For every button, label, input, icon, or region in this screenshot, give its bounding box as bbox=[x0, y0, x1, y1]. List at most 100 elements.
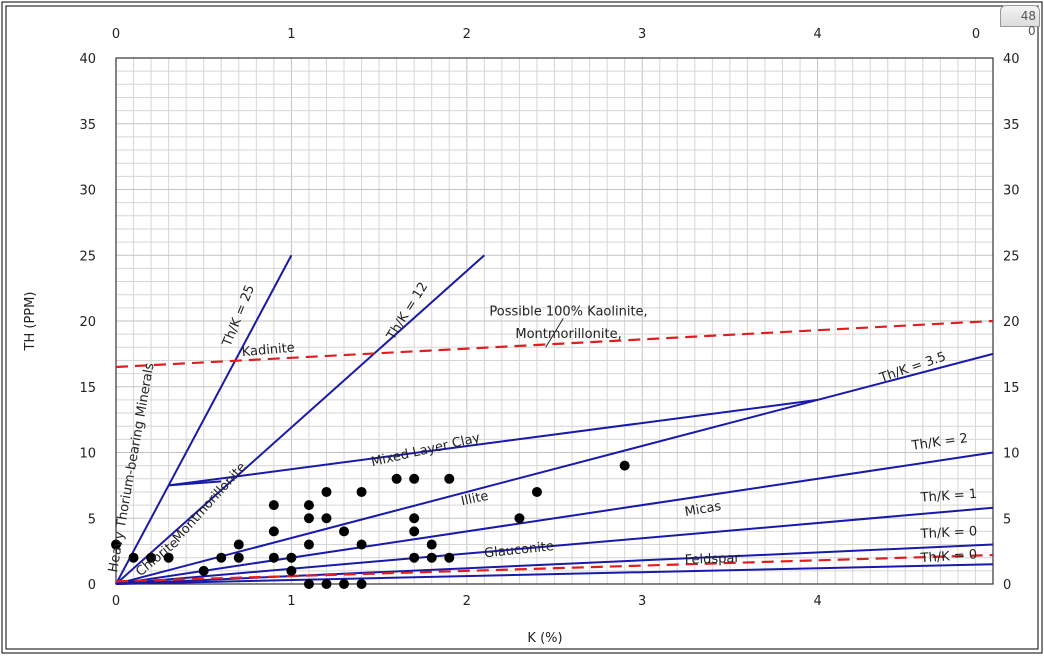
y-tick-label: 25 bbox=[79, 249, 96, 264]
mixed-layer-upper-line bbox=[168, 398, 818, 487]
corner-sub-value: 0 bbox=[1028, 24, 1036, 38]
data-point bbox=[339, 526, 350, 537]
data-point bbox=[321, 513, 332, 524]
y-tick-label: 35 bbox=[79, 118, 96, 133]
th-k-0-a-line bbox=[115, 543, 994, 585]
label-glauconite: Glauconite bbox=[483, 539, 554, 561]
inner-border bbox=[5, 5, 1039, 650]
right-tick-label: 5 bbox=[1003, 512, 1011, 527]
y-tick-label: 0 bbox=[88, 578, 96, 593]
kaolinite-threshold-line bbox=[115, 319, 994, 369]
th-k-2-line bbox=[115, 451, 994, 585]
data-point bbox=[339, 579, 350, 589]
label-feldspar: Feldspar bbox=[685, 551, 741, 568]
top-tick-label: 4 bbox=[813, 27, 821, 42]
data-point bbox=[111, 539, 121, 550]
label-illite: Illite bbox=[460, 489, 490, 509]
label-heavy-thorium: Heavy Thorium-bearing Minerals bbox=[106, 362, 158, 574]
th-k-3-5-line bbox=[115, 352, 994, 585]
data-point bbox=[356, 486, 367, 497]
label-th-k-2: Th/K = 2 bbox=[910, 431, 969, 454]
top-tick-label: 0 bbox=[112, 27, 120, 42]
top-tick-label: 0 bbox=[972, 27, 980, 42]
x-axis-title: K (%) bbox=[527, 631, 562, 646]
data-point bbox=[356, 579, 367, 589]
mixed-layer-lower-line bbox=[168, 480, 222, 487]
y-tick-label: 40 bbox=[79, 52, 96, 67]
data-point bbox=[286, 552, 297, 563]
data-point bbox=[216, 552, 227, 563]
y-axis-title: TH (PPM) bbox=[23, 292, 38, 352]
x-tick-label: 0 bbox=[112, 594, 120, 609]
label-micas: Micas bbox=[684, 499, 723, 520]
x-tick-label: 1 bbox=[287, 594, 295, 609]
top-tick-label: 2 bbox=[463, 27, 471, 42]
x-tick-label: 2 bbox=[463, 594, 471, 609]
label-th-k-1: Th/K = 1 bbox=[919, 487, 977, 506]
data-point bbox=[198, 565, 209, 576]
data-point bbox=[128, 552, 139, 563]
data-point bbox=[268, 552, 279, 563]
label-possible-kaolinite: Possible 100% Kaolinite, bbox=[489, 305, 647, 320]
data-point bbox=[531, 486, 542, 497]
data-point bbox=[303, 513, 314, 524]
th-k-0-b-line bbox=[115, 563, 994, 585]
y-tick-label: 30 bbox=[79, 184, 96, 199]
label-montmorillonite-top: Montmorillonite, bbox=[515, 327, 621, 342]
label-kaolinite: Kadinite bbox=[241, 341, 295, 361]
th-k-12-line bbox=[115, 254, 486, 585]
data-point bbox=[321, 486, 332, 497]
ratio-lines bbox=[115, 254, 994, 585]
data-point bbox=[268, 526, 279, 537]
label-th-k-0-a: Th/K = 0 bbox=[919, 524, 977, 542]
right-tick-label: 30 bbox=[1003, 184, 1020, 199]
top-tick-label: 3 bbox=[638, 27, 646, 42]
corner-badge[interactable]: 48 bbox=[1000, 5, 1040, 27]
label-mixed-layer-clay: Mixed Layer Clay bbox=[370, 431, 482, 471]
data-point bbox=[426, 539, 437, 550]
data-point bbox=[303, 500, 314, 511]
right-tick-label: 35 bbox=[1003, 118, 1020, 133]
data-point bbox=[426, 552, 437, 563]
top-tick-label: 1 bbox=[287, 27, 295, 42]
data-point bbox=[409, 526, 420, 537]
data-point bbox=[146, 552, 157, 563]
th-k-1-line bbox=[115, 506, 994, 585]
label-montmorillonite: Montmorillonite bbox=[170, 460, 250, 546]
data-point bbox=[233, 552, 244, 563]
right-tick-label: 25 bbox=[1003, 249, 1020, 264]
kaolinite-leader-line bbox=[545, 318, 564, 348]
data-point bbox=[619, 460, 630, 471]
data-point bbox=[514, 513, 525, 524]
data-point bbox=[303, 539, 314, 550]
x-tick-label: 4 bbox=[813, 594, 821, 609]
data-point bbox=[409, 513, 420, 524]
data-point bbox=[303, 579, 314, 589]
right-tick-label: 40 bbox=[1003, 52, 1020, 67]
grid-lines bbox=[115, 57, 994, 585]
data-point bbox=[356, 539, 367, 550]
data-point bbox=[444, 552, 455, 563]
data-point bbox=[391, 473, 402, 484]
right-tick-label: 0 bbox=[1003, 578, 1011, 593]
right-tick-label: 20 bbox=[1003, 315, 1020, 330]
data-point bbox=[409, 473, 420, 484]
y-tick-label: 10 bbox=[79, 447, 96, 462]
th-k-25-line bbox=[115, 254, 293, 585]
label-th-k-0-b: Th/K = 0 bbox=[919, 547, 977, 566]
right-tick-label: 15 bbox=[1003, 381, 1020, 396]
data-point bbox=[163, 552, 174, 563]
data-point bbox=[444, 473, 455, 484]
data-point bbox=[409, 552, 420, 563]
y-tick-label: 5 bbox=[88, 512, 96, 527]
data-point bbox=[268, 500, 279, 511]
right-tick-label: 10 bbox=[1003, 447, 1020, 462]
y-tick-label: 20 bbox=[79, 315, 96, 330]
data-point bbox=[321, 579, 332, 589]
x-tick-label: 3 bbox=[638, 594, 646, 609]
feldspar-threshold-line bbox=[115, 553, 994, 583]
